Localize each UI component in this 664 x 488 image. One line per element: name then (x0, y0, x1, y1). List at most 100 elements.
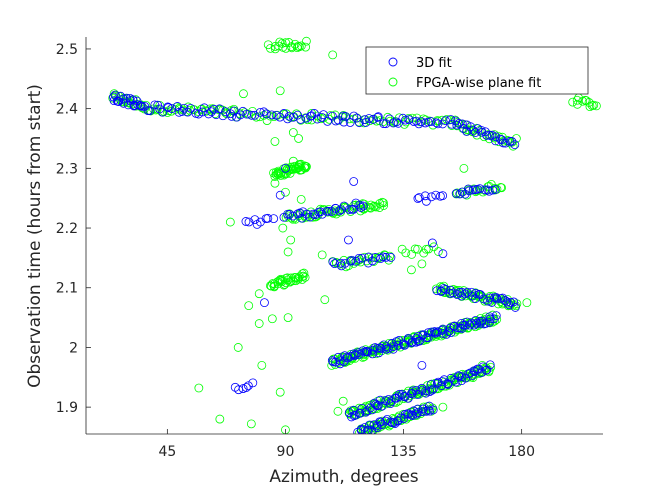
data-point (269, 214, 279, 224)
data-point (411, 385, 421, 395)
data-point (308, 212, 318, 222)
data-point (592, 101, 601, 111)
data-point (568, 97, 578, 107)
data-point (482, 130, 492, 140)
data-point (433, 247, 443, 256)
data-point (300, 272, 310, 282)
data-point (286, 273, 296, 283)
data-point (257, 360, 267, 370)
plot-area (108, 36, 601, 434)
x-tick-label: 45 (158, 444, 176, 460)
data-point (330, 259, 340, 269)
data-point (266, 111, 275, 121)
data-point (487, 298, 497, 307)
data-point (344, 408, 354, 417)
data-point (353, 348, 363, 358)
data-point (448, 288, 458, 298)
data-point (431, 190, 441, 200)
data-point (294, 42, 304, 52)
data-point (459, 124, 469, 133)
data-point (421, 388, 431, 398)
data-point (373, 400, 383, 410)
data-point (328, 50, 338, 60)
data-point (446, 115, 456, 124)
data-point (302, 209, 311, 219)
data-point (431, 118, 441, 128)
data-point (350, 410, 360, 420)
data-point (398, 113, 408, 123)
data-point (186, 103, 196, 113)
data-point (275, 387, 285, 397)
data-point (444, 327, 454, 337)
data-point (421, 244, 431, 254)
data-point (340, 351, 350, 361)
data-point (110, 90, 120, 100)
data-point (267, 314, 277, 324)
data-point (573, 99, 582, 109)
data-point (385, 399, 395, 409)
data-point (394, 389, 404, 399)
data-point (401, 115, 410, 125)
data-point (244, 301, 254, 311)
data-point (354, 118, 364, 128)
data-point (407, 338, 416, 348)
data-point (484, 186, 494, 196)
data-point (365, 420, 374, 430)
data-point (259, 107, 269, 117)
data-point (221, 107, 230, 117)
data-point (417, 117, 426, 127)
data-point (368, 349, 377, 359)
data-point (427, 385, 437, 395)
data-point (480, 296, 490, 306)
data-point (310, 210, 320, 220)
data-point (433, 116, 443, 126)
data-point (368, 115, 378, 124)
data-point (370, 201, 380, 211)
data-point (331, 357, 341, 367)
data-point (403, 335, 413, 345)
data-point (261, 109, 271, 119)
data-point (485, 131, 495, 140)
data-point (363, 425, 372, 434)
data-point (145, 106, 155, 116)
data-point (506, 297, 515, 307)
data-point (305, 212, 315, 222)
data-point (270, 137, 280, 146)
data-point (479, 294, 488, 304)
data-point (391, 117, 401, 127)
data-point (346, 351, 356, 361)
data-point (241, 217, 251, 226)
data-point (354, 253, 364, 263)
data-point (293, 110, 302, 120)
y-tick-label: 2.3 (56, 161, 78, 177)
data-point (368, 256, 377, 266)
data-point (349, 111, 359, 121)
data-point (241, 383, 251, 392)
data-point (299, 268, 309, 278)
data-point (464, 369, 473, 379)
data-point (425, 406, 435, 416)
data-point (427, 379, 436, 389)
data-point (309, 109, 319, 118)
data-point (585, 102, 595, 112)
data-point (428, 405, 438, 415)
data-point (386, 417, 395, 427)
data-point (301, 113, 310, 123)
data-point (207, 107, 216, 117)
data-point (483, 296, 493, 306)
data-point (255, 107, 265, 117)
data-point (198, 107, 207, 117)
y-tick-label: 1.9 (56, 400, 78, 416)
data-point (347, 255, 357, 265)
data-point (454, 119, 464, 128)
y-tick-label: 2.5 (56, 42, 78, 58)
data-point (299, 211, 309, 220)
y-axis-label: Observation time (hours from start) (25, 84, 45, 388)
data-point (363, 347, 373, 357)
data-point (335, 206, 344, 216)
data-point (438, 119, 448, 129)
data-point (215, 104, 224, 114)
data-point (128, 95, 138, 104)
data-point (508, 141, 518, 151)
